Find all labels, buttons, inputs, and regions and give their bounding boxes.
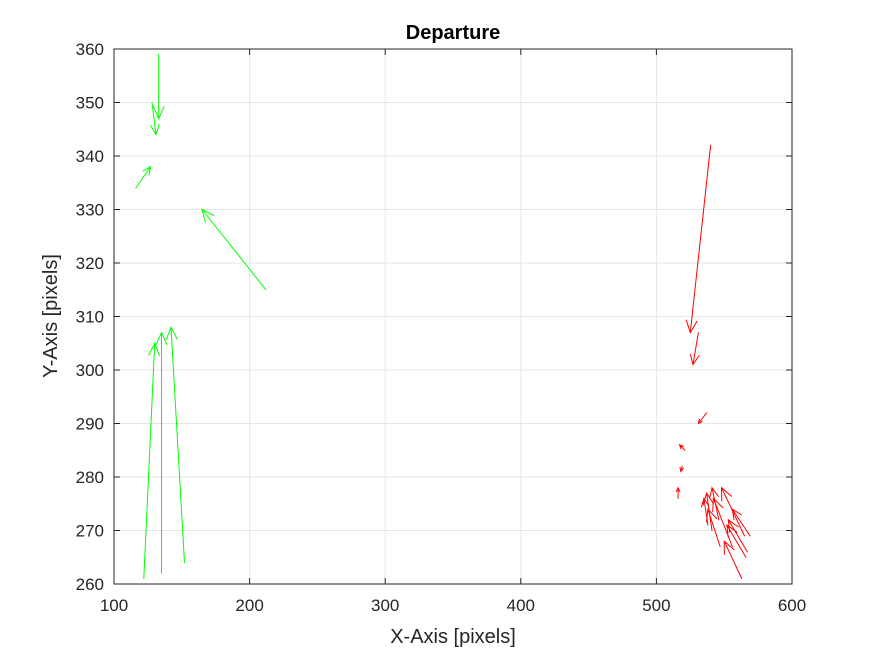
y-tick-label: 270 — [76, 522, 104, 541]
arrow-series-1 — [135, 53, 267, 580]
quiver-arrow — [723, 540, 743, 580]
quiver-arrow — [689, 332, 700, 366]
x-tick-label: 600 — [778, 596, 806, 615]
quiver-arrow — [709, 486, 720, 521]
quiver-arrow — [678, 444, 686, 451]
chart-title: Departure — [406, 22, 500, 44]
quiver-arrow — [135, 165, 152, 189]
x-tick-label: 500 — [642, 596, 670, 615]
ticks: 100 200 300 400 500 600 260 270 280 290 300 310 320 3… — [76, 40, 807, 615]
quiver-arrow — [701, 497, 710, 526]
y-tick-label: 350 — [76, 94, 104, 113]
x-axis-title: X-Axis [pixels] — [390, 626, 516, 648]
quiver-arrow — [679, 465, 684, 473]
y-tick-label: 340 — [76, 147, 104, 166]
quiver-arrow — [731, 508, 751, 537]
quiver-arrow — [143, 342, 160, 580]
quiver-arrow — [726, 524, 747, 558]
quiver-arrow — [150, 102, 160, 136]
y-tick-label: 290 — [76, 415, 104, 434]
y-tick-label: 330 — [76, 201, 104, 220]
quiver-arrow — [685, 144, 712, 334]
y-axis-title: Y-Axis [pixels] — [40, 254, 62, 378]
x-tick-label: 200 — [235, 596, 263, 615]
quiver-arrow — [727, 518, 748, 553]
quiver-arrow — [697, 412, 708, 425]
arrow-series-2 — [675, 144, 751, 580]
x-tick-label: 300 — [371, 596, 399, 615]
quiver-arrow — [165, 325, 185, 564]
x-tick-label: 100 — [100, 596, 128, 615]
quiver-arrow — [155, 331, 168, 574]
x-tick-label: 400 — [507, 596, 535, 615]
y-tick-label: 280 — [76, 468, 104, 487]
plot-area: 100 200 300 400 500 600 260 270 280 290 300 310 320 3… — [76, 40, 807, 615]
y-tick-label: 300 — [76, 361, 104, 380]
quiver-arrow — [152, 53, 165, 120]
quiver-arrow — [675, 486, 681, 499]
y-tick-label: 360 — [76, 40, 104, 59]
quiver-arrow — [712, 497, 733, 547]
y-tick-label: 310 — [76, 308, 104, 327]
y-tick-label: 260 — [76, 575, 104, 594]
quiver-arrow — [201, 208, 267, 291]
arrows — [135, 53, 751, 580]
y-tick-label: 320 — [76, 254, 104, 273]
